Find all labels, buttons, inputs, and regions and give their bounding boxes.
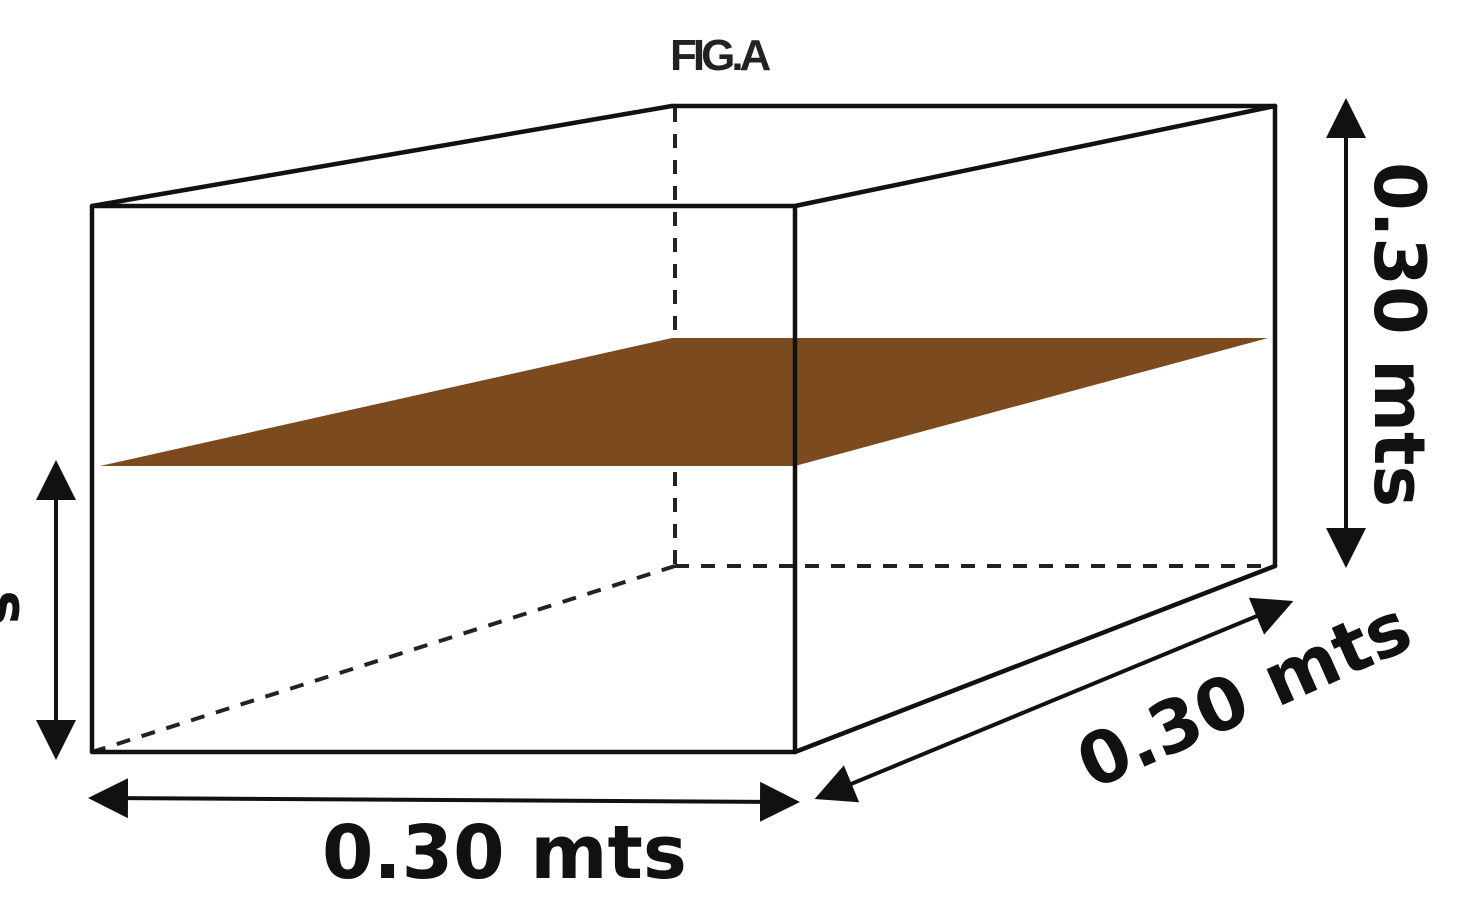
figure-title: FIG.A — [670, 31, 771, 80]
top-left-receding-edge — [89, 103, 675, 209]
top-right-receding-edge — [792, 103, 1278, 209]
hidden-left-bottom-edge — [91, 564, 676, 754]
plane-height-dimension-label: s — [0, 590, 41, 626]
cross-section-plane — [100, 338, 1268, 466]
width-dimension-label: 0.30 mts — [322, 810, 687, 896]
depth-dimension-arrow — [814, 597, 1294, 803]
height-dimension-label: 0.30 mts — [1358, 162, 1440, 507]
width-dimension-arrow — [88, 778, 800, 822]
depth-dimension-label: 0.30 mts — [1065, 584, 1423, 805]
front-face-outline — [89, 203, 798, 755]
